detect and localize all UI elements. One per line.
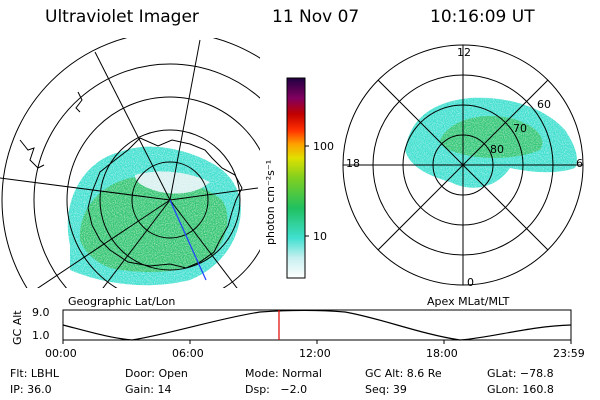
status-glat: GLat: −78.8 xyxy=(487,367,554,380)
time-tick-0600: 06:00 xyxy=(172,347,204,360)
mlt-label-12: 12 xyxy=(457,46,471,59)
time-tick-1800: 18:00 xyxy=(426,347,458,360)
apex-label: Apex MLat/MLT xyxy=(427,295,510,308)
time-label: 10:16:09 UT xyxy=(430,7,535,27)
colorbar xyxy=(286,77,309,279)
status-seq: Seq: 39 xyxy=(365,383,407,396)
status-gc-alt: GC Alt: 8.6 Re xyxy=(365,367,442,380)
altitude-ytick-1: 1.0 xyxy=(32,329,50,342)
mlt-label-0: 0 xyxy=(467,276,474,289)
altitude-plot xyxy=(62,309,572,344)
status-ip: IP: 36.0 xyxy=(10,383,52,396)
status-glon: GLon: 160.8 xyxy=(487,383,554,396)
colorbar-tick-10: 10 xyxy=(313,230,327,243)
altitude-ylabel: GC Alt xyxy=(11,310,24,345)
colorbar-tick-100: 100 xyxy=(313,140,334,153)
mlt-label-18: 18 xyxy=(346,157,360,170)
status-gain: Gain: 14 xyxy=(125,383,172,396)
status-dsp: Dsp: −2.0 xyxy=(245,383,308,396)
mlat-label-60: 60 xyxy=(537,98,551,111)
mlat-label-70: 70 xyxy=(513,122,527,135)
time-tick-1200: 12:00 xyxy=(299,347,331,360)
colorbar-unit: photon cm⁻²s⁻¹ xyxy=(264,159,277,245)
status-filter: Flt: LBHL xyxy=(10,367,59,380)
apex-grid xyxy=(342,44,584,286)
altitude-ytick-9: 9.0 xyxy=(32,306,50,319)
instrument-title: Ultraviolet Imager xyxy=(45,7,199,27)
noon-meridian xyxy=(169,199,207,281)
apex-map-emission xyxy=(343,90,583,200)
time-tick-0000: 00:00 xyxy=(45,347,77,360)
status-door: Door: Open xyxy=(125,367,188,380)
coastline xyxy=(87,137,243,269)
time-tick-2359: 23:59 xyxy=(553,347,585,360)
geographic-label: Geographic Lat/Lon xyxy=(68,295,176,308)
mlat-label-80: 80 xyxy=(490,143,504,156)
date-label: 11 Nov 07 xyxy=(272,7,360,27)
mlt-label-6: 6 xyxy=(576,157,583,170)
status-mode: Mode: Normal xyxy=(245,367,322,380)
